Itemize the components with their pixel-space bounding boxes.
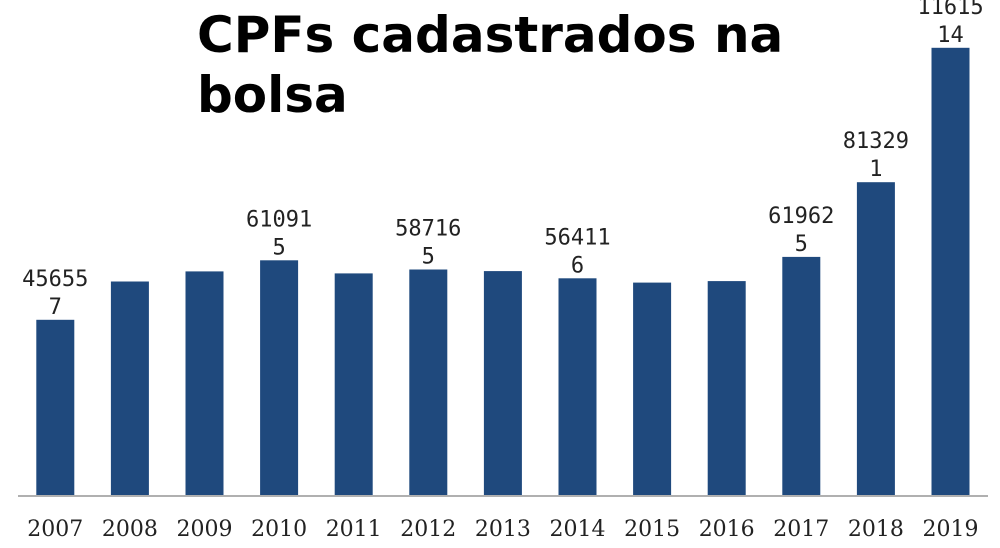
data-label-2012-line-2: 5 (422, 245, 435, 270)
x-tick-label-2010: 2010 (251, 517, 307, 542)
chart-title-line-1: CPFs cadastrados na (197, 6, 783, 64)
bar-2011 (334, 273, 373, 496)
bar-2007 (36, 319, 75, 496)
bar-2019 (931, 47, 970, 497)
bar-2018 (856, 182, 895, 496)
x-tick-label-2009: 2009 (177, 517, 233, 542)
data-label-2018-line-1: 81329 (843, 129, 909, 154)
x-tick-label-2013: 2013 (475, 517, 531, 542)
bar-2012 (409, 269, 448, 496)
data-labels: 45655 7 61091 5 58716 5 56411 6 61962 5 81329 1 1161… (22, 0, 983, 320)
data-label-2007-line-1: 45655 (22, 267, 88, 292)
x-tick-label-2017: 2017 (773, 517, 829, 542)
bar-2008 (110, 281, 149, 496)
bar-2013 (483, 271, 522, 496)
data-label-2018-line-2: 1 (869, 157, 882, 182)
x-tick-label-2008: 2008 (102, 517, 158, 542)
x-tick-label-2016: 2016 (699, 517, 755, 542)
bar-2017 (782, 256, 821, 496)
data-label-2014-line-2: 6 (571, 253, 584, 278)
bar-2009 (185, 271, 224, 496)
x-tick-label-2011: 2011 (326, 517, 382, 542)
chart-title: CPFs cadastrados na bolsa (197, 6, 783, 124)
x-tick-label-2014: 2014 (550, 517, 606, 542)
chart-title-line-2: bolsa (197, 66, 348, 124)
bar-2014 (558, 278, 597, 496)
data-label-2017-line-1: 61962 (768, 204, 834, 229)
x-tick-label-2015: 2015 (624, 517, 680, 542)
data-label-2010-line-1: 61091 (246, 207, 312, 232)
data-label-2019-line-1: 11615 (917, 0, 983, 20)
x-tick-label-2007: 2007 (27, 517, 83, 542)
x-tick-label-2019: 2019 (923, 517, 979, 542)
x-tick-label-2018: 2018 (848, 517, 904, 542)
x-axis-ticks: 2007 2008 2009 2010 2011 2012 2013 2014 2015 2016… (27, 517, 978, 542)
bar-2010 (260, 260, 299, 496)
data-label-2014-line-1: 56411 (544, 225, 610, 250)
data-label-2017-line-2: 5 (795, 232, 808, 257)
data-label-2012-line-1: 58716 (395, 217, 461, 242)
bar-2015 (633, 282, 672, 496)
bar-2016 (707, 281, 746, 496)
data-label-2007-line-2: 7 (49, 295, 62, 320)
x-tick-label-2012: 2012 (400, 517, 456, 542)
data-label-2019-line-2: 14 (937, 23, 964, 48)
data-label-2010-line-2: 5 (272, 235, 285, 260)
bar-series (36, 47, 970, 497)
